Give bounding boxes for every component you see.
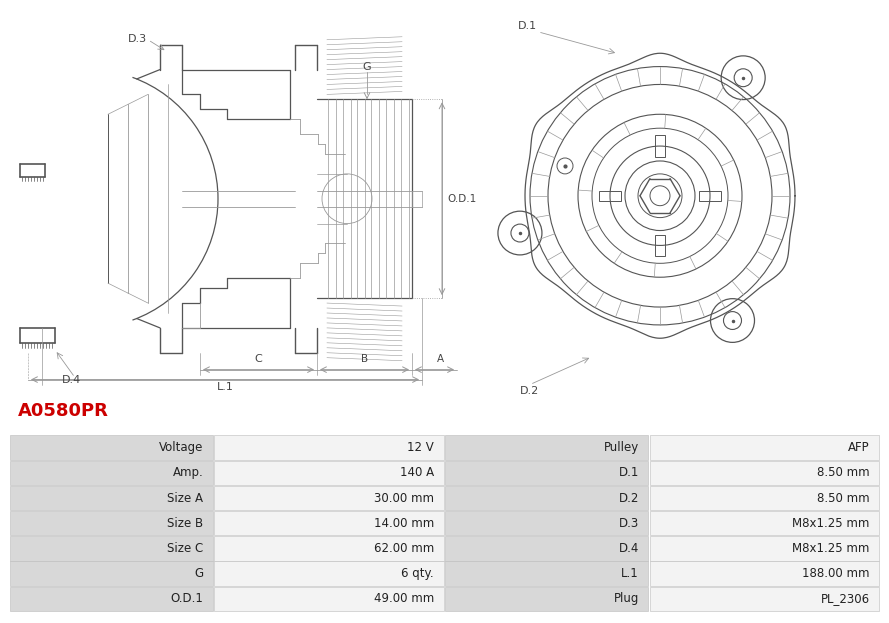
FancyBboxPatch shape [445, 587, 648, 611]
FancyBboxPatch shape [650, 460, 879, 485]
Text: Size B: Size B [167, 516, 204, 530]
Text: D.4: D.4 [62, 374, 81, 384]
Text: Size A: Size A [167, 492, 204, 505]
Text: L.1: L.1 [217, 381, 234, 391]
Text: 6 qty.: 6 qty. [402, 567, 434, 580]
Text: 62.00 mm: 62.00 mm [373, 542, 434, 555]
Text: D.4: D.4 [619, 542, 639, 555]
FancyBboxPatch shape [445, 435, 648, 460]
Text: D.1: D.1 [619, 466, 639, 479]
Text: A0580PR: A0580PR [18, 402, 108, 421]
FancyBboxPatch shape [10, 486, 212, 510]
Text: PL_2306: PL_2306 [821, 592, 869, 606]
Text: Plug: Plug [613, 592, 639, 606]
Text: D.3: D.3 [128, 34, 147, 44]
FancyBboxPatch shape [214, 561, 444, 586]
Text: A: A [436, 354, 444, 364]
Text: 14.00 mm: 14.00 mm [373, 516, 434, 530]
FancyBboxPatch shape [650, 587, 879, 611]
FancyBboxPatch shape [445, 561, 648, 586]
FancyBboxPatch shape [650, 536, 879, 561]
Text: 30.00 mm: 30.00 mm [374, 492, 434, 505]
Text: Voltage: Voltage [159, 441, 204, 454]
Text: B: B [361, 354, 368, 364]
FancyBboxPatch shape [214, 460, 444, 485]
FancyBboxPatch shape [445, 460, 648, 485]
Text: D.2: D.2 [619, 492, 639, 505]
FancyBboxPatch shape [650, 435, 879, 460]
FancyBboxPatch shape [214, 536, 444, 561]
Text: G: G [363, 62, 372, 72]
Text: 12 V: 12 V [407, 441, 434, 454]
Text: 8.50 mm: 8.50 mm [817, 492, 869, 505]
FancyBboxPatch shape [445, 536, 648, 561]
FancyBboxPatch shape [214, 486, 444, 510]
FancyBboxPatch shape [10, 511, 212, 535]
Text: D.1: D.1 [518, 21, 537, 31]
FancyBboxPatch shape [445, 511, 648, 535]
FancyBboxPatch shape [650, 561, 879, 586]
Text: L.1: L.1 [621, 567, 639, 580]
Text: D.3: D.3 [619, 516, 639, 530]
Text: M8x1.25 mm: M8x1.25 mm [792, 516, 869, 530]
FancyBboxPatch shape [10, 435, 212, 460]
FancyBboxPatch shape [10, 460, 212, 485]
FancyBboxPatch shape [214, 587, 444, 611]
FancyBboxPatch shape [214, 511, 444, 535]
Text: 140 A: 140 A [400, 466, 434, 479]
FancyBboxPatch shape [650, 486, 879, 510]
Text: O.D.1: O.D.1 [171, 592, 204, 606]
Text: G: G [194, 567, 204, 580]
FancyBboxPatch shape [10, 536, 212, 561]
FancyBboxPatch shape [445, 486, 648, 510]
Text: Pulley: Pulley [604, 441, 639, 454]
Text: M8x1.25 mm: M8x1.25 mm [792, 542, 869, 555]
Text: 8.50 mm: 8.50 mm [817, 466, 869, 479]
Text: O.D.1: O.D.1 [447, 194, 477, 204]
Text: 188.00 mm: 188.00 mm [802, 567, 869, 580]
FancyBboxPatch shape [10, 587, 212, 611]
FancyBboxPatch shape [10, 561, 212, 586]
FancyBboxPatch shape [214, 435, 444, 460]
Text: D.2: D.2 [520, 386, 540, 396]
Text: Size C: Size C [167, 542, 204, 555]
Text: 49.00 mm: 49.00 mm [373, 592, 434, 606]
Text: AFP: AFP [848, 441, 869, 454]
FancyBboxPatch shape [650, 511, 879, 535]
Text: C: C [254, 354, 262, 364]
Text: Amp.: Amp. [172, 466, 204, 479]
